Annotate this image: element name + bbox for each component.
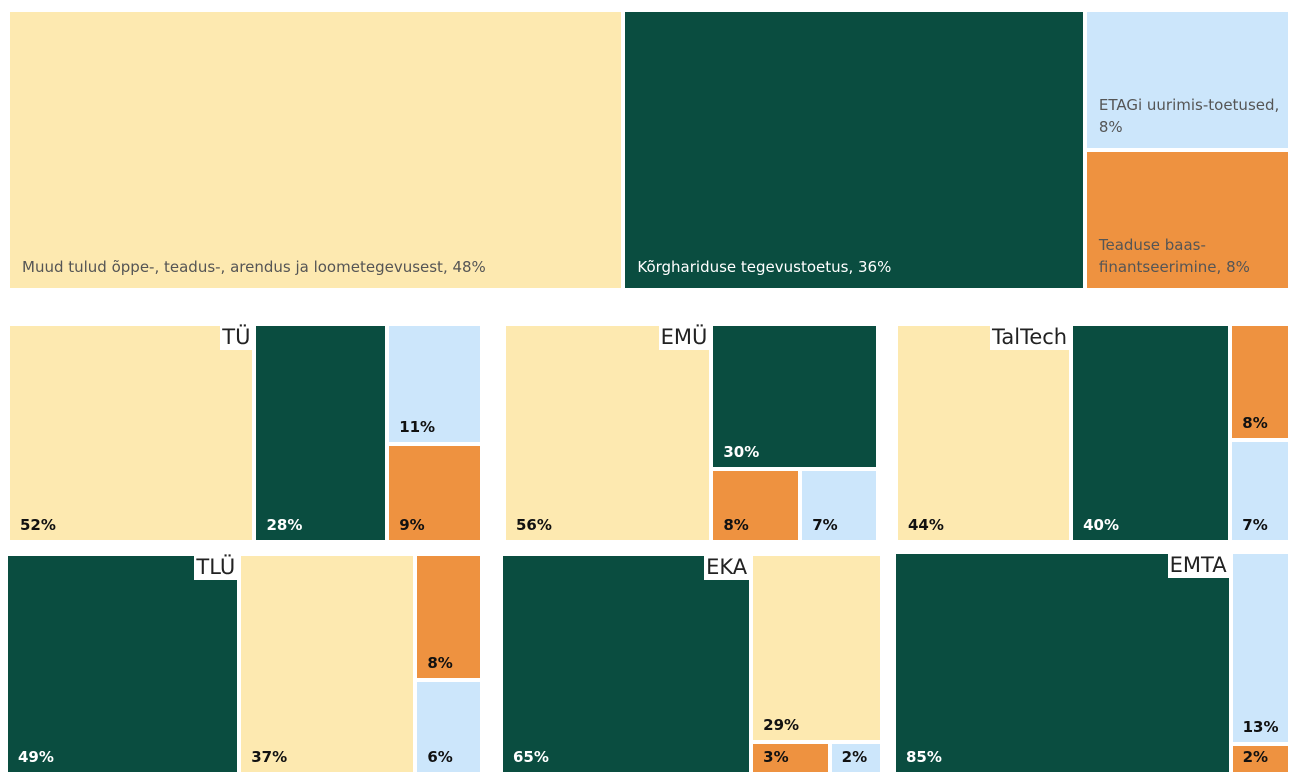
value-label: 30% [723,443,760,462]
value-label: 9% [399,515,425,534]
cell-label: Kõrghariduse tegevustoetus, 36% [637,258,892,276]
treemap-cell: Teaduse baas-finantseerimine, 8% [1086,152,1288,288]
chart-title: EKA [704,554,750,580]
value-label: 65% [513,748,549,766]
treemap-cell: 8% [417,556,480,678]
cell-label: ETAGi uurimis-toetused, 8% [1098,96,1280,136]
treemap-cell: Kõrghariduse tegevustoetus, 36% [625,12,1083,288]
treemap-cell: ETAGi uurimis-toetused, 8% [1086,12,1288,148]
treemap: 65% 29% 3% 2% EKA [501,554,882,774]
treemap-cell: 7% [802,471,876,540]
treemap-cell: 49% [8,556,238,772]
treemap-cell: 65% [503,556,750,772]
treemap-cell: 85% [896,554,1229,772]
cell-label: Muud tulud õppe-, teadus-, arendus ja lo… [22,258,486,276]
treemap-cell: 40% [1073,326,1229,540]
value-label: 7% [1242,515,1268,534]
value-label: 7% [812,515,838,534]
treemap-cell: 7% [1232,442,1288,540]
chart-title: EMÜ [658,324,710,350]
value-label: 52% [20,516,56,534]
treemap: 85% 13% 2% EMTA [894,552,1290,774]
value-label: 8% [1242,414,1268,433]
chart-title: TLÜ [194,554,238,580]
treemap: 56% 30% 8% 7% EMÜ [504,324,878,542]
treemap-cell: 2% [1232,746,1288,772]
treemap-cell: 13% [1232,554,1288,743]
value-label: 56% [516,516,552,534]
treemap-cell: 2% [831,743,880,772]
cell-label: Teaduse baas-finantseerimine, 8% [1098,236,1250,276]
treemap-cell: 30% [713,326,876,468]
treemap-cell: 29% [753,556,880,740]
chart-title: TÜ [220,324,253,350]
treemap: 44% 40% 8% 7% TalTech [896,324,1290,542]
chart-title: EMTA [1167,552,1229,578]
value-label: 49% [18,748,54,766]
value-label: 37% [251,748,288,766]
value-label: 40% [1083,516,1120,534]
treemap: Muud tulud õppe-, teadus-, arendus ja lo… [8,10,1290,290]
treemap-cell: 11% [389,326,480,442]
treemap-cell: 56% [506,326,710,540]
value-label: 2% [841,747,868,766]
treemap-cell: 3% [753,743,828,772]
treemap-cell: 8% [713,471,799,540]
value-label: 29% [763,715,800,734]
treemap-cell: 44% [898,326,1070,540]
value-label: 8% [723,515,749,534]
treemap-cell: 9% [389,445,480,540]
value-label: 28% [266,516,303,534]
treemap: 49% 37% 8% 6% TLÜ [6,554,482,774]
treemap-cell: Muud tulud õppe-, teadus-, arendus ja lo… [10,12,622,288]
chart-title: TalTech [990,324,1070,350]
treemap-cell: 28% [256,326,386,540]
value-label: 13% [1242,718,1279,737]
value-label: 3% [763,747,789,766]
value-label: 85% [906,748,942,766]
treemap-cell: 37% [241,556,414,772]
value-label: 8% [427,653,453,672]
treemap-cell: 52% [10,326,253,540]
treemap: 52% 28% 11% 9% TÜ [8,324,482,542]
value-label: 6% [427,747,453,766]
value-label: 11% [399,417,436,436]
treemap-cell: 6% [417,681,480,772]
value-label: 2% [1242,747,1269,766]
treemap-cell: 8% [1232,326,1288,439]
value-label: 44% [908,516,944,534]
